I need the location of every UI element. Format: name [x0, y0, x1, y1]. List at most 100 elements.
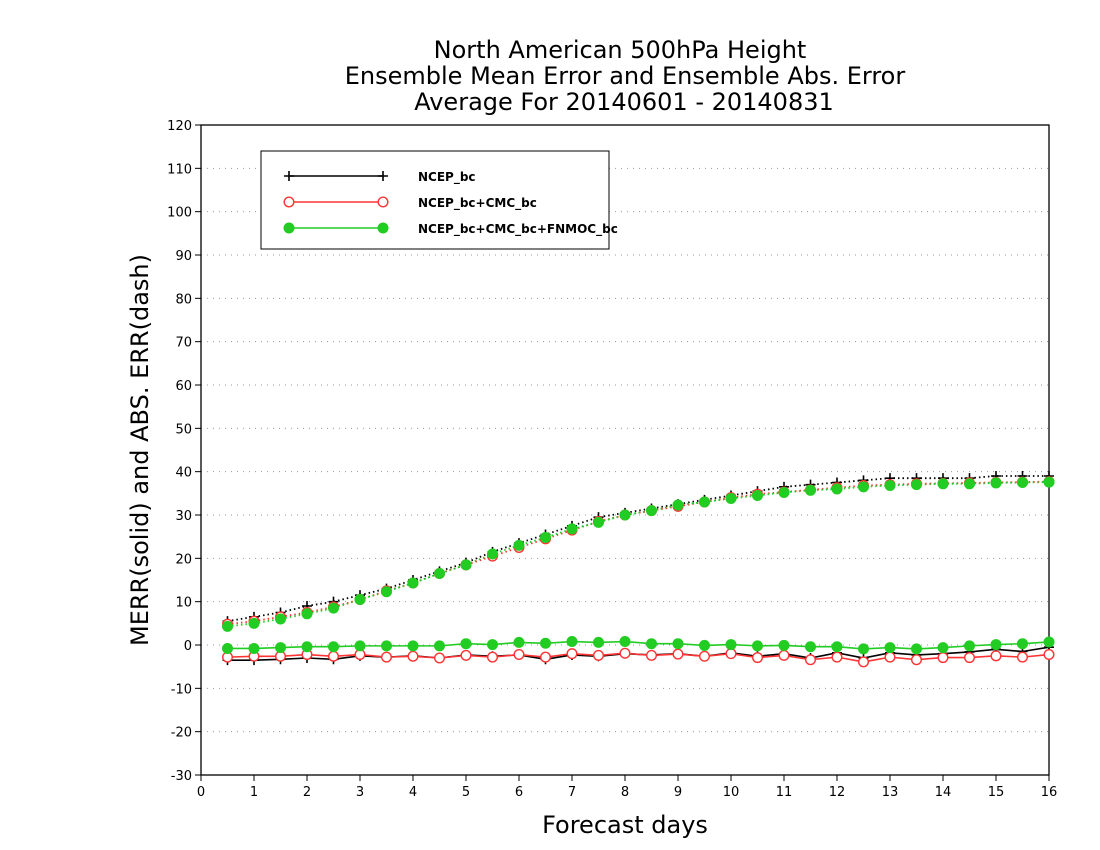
- abs-err-point: [672, 499, 684, 511]
- legend-label: NCEP_bc+CMC_bc: [418, 196, 537, 211]
- legend-marker: [377, 196, 389, 208]
- x-tick-label: 12: [829, 785, 846, 800]
- merr-point: [619, 647, 631, 659]
- legend-marker: [284, 171, 294, 181]
- merr-point: [328, 650, 340, 662]
- merr-point: [937, 652, 949, 664]
- legend-item: NCEP_bc+CMC_bc+FNMOC_bc: [283, 222, 618, 237]
- y-axis-label: MERR(solid) and ABS. ERR(dash): [126, 254, 154, 646]
- merr-point: [778, 649, 790, 661]
- abs-err-point: [1043, 476, 1055, 488]
- series-2: [221, 476, 1055, 668]
- abs-err-point: [805, 484, 816, 496]
- y-tick-label: -10: [171, 682, 192, 697]
- legend-box: [260, 150, 610, 250]
- merr-point: [566, 648, 578, 660]
- x-tick-label: 2: [303, 785, 311, 800]
- merr-point: [540, 637, 551, 649]
- abs-err-point: [513, 539, 525, 551]
- legend-item: NCEP_bc+CMC_bc: [283, 196, 537, 211]
- merr-point: [725, 648, 737, 660]
- x-tick-label: 9: [674, 785, 682, 800]
- y-tick-label: 20: [175, 552, 192, 567]
- merr-point: [248, 642, 260, 654]
- abs-err-point: [937, 478, 949, 490]
- x-axis-ticks: 0 1 2 3 4 5 6 7 8 9 10 11 12 13 14 15 16: [197, 775, 1057, 800]
- y-tick-label: 100: [167, 206, 192, 221]
- merr-point: [566, 636, 578, 648]
- merr-point: [990, 639, 1002, 651]
- x-tick-label: 14: [935, 785, 952, 800]
- merr-point: [778, 639, 790, 651]
- x-tick-label: 1: [250, 785, 258, 800]
- merr-point: [831, 651, 843, 663]
- merr-point: [672, 638, 684, 650]
- series-3: [222, 476, 1055, 655]
- merr-point: [540, 651, 552, 663]
- legend-label: NCEP_bc+CMC_bc+FNMOC_bc: [418, 222, 618, 237]
- legend-item: NCEP_bc: [284, 170, 476, 185]
- merr-point: [407, 650, 419, 662]
- merr-point: [434, 652, 446, 664]
- merr-point: [1017, 638, 1028, 650]
- x-tick-label: 16: [1041, 785, 1058, 800]
- abs-err-point: [381, 586, 392, 598]
- y-tick-label: 70: [175, 336, 192, 351]
- merr-point: [752, 640, 763, 652]
- x-tick-label: 7: [568, 785, 576, 800]
- merr-point: [858, 643, 869, 655]
- merr-point: [407, 640, 419, 652]
- y-tick-label: 10: [175, 596, 192, 611]
- abs-err-point: [911, 479, 922, 491]
- abs-err-point: [434, 568, 445, 579]
- y-tick-label: 60: [175, 379, 192, 394]
- merr-point: [381, 651, 393, 663]
- abs-err-point: [1017, 477, 1028, 488]
- merr-point: [911, 654, 923, 666]
- merr-point: [487, 639, 498, 651]
- abs-err-line: [227, 475, 1049, 623]
- abs-err-point: [540, 532, 551, 544]
- merr-line: [227, 640, 1050, 650]
- merr-point: [487, 651, 499, 663]
- merr-point: [593, 636, 604, 648]
- title-line-2: Ensemble Mean Error and Ensemble Abs. Er…: [345, 62, 906, 90]
- abs-err-point: [778, 486, 790, 498]
- merr-point: [275, 642, 286, 654]
- legend-marker: [283, 196, 295, 208]
- x-tick-label: 10: [723, 785, 740, 800]
- legend: NCEP_bc NCEP_bc+CMC_bc NCEP_bc+CMC_bc+FNMO…: [260, 150, 618, 250]
- y-tick-label: 90: [175, 249, 192, 264]
- merr-point: [222, 642, 233, 654]
- merr-point: [1043, 649, 1055, 661]
- title-line-1: North American 500hPa Height: [434, 36, 807, 64]
- y-tick-label: 30: [175, 509, 192, 524]
- series-1: [222, 471, 1054, 666]
- merr-point: [381, 640, 392, 652]
- abs-err-line: [227, 481, 1050, 628]
- merr-point: [699, 639, 710, 651]
- abs-err-point: [487, 548, 498, 560]
- merr-point: [619, 636, 631, 648]
- merr-point: [460, 638, 472, 650]
- y-tick-label: 50: [175, 422, 192, 437]
- y-tick-label: 120: [167, 119, 192, 134]
- merr-point: [699, 650, 711, 662]
- x-tick-label: 8: [621, 785, 629, 800]
- merr-point: [301, 641, 313, 653]
- abs-err-point: [725, 493, 737, 505]
- merr-point: [672, 648, 684, 660]
- abs-err-point: [752, 490, 763, 501]
- merr-point: [752, 652, 764, 664]
- merr-point: [937, 642, 949, 654]
- merr-point: [593, 649, 605, 661]
- y-tick-label: 0: [184, 639, 192, 654]
- merr-point: [434, 640, 445, 652]
- merr-point: [831, 641, 843, 653]
- merr-point: [805, 654, 817, 666]
- abs-err-point: [964, 478, 975, 490]
- abs-err-point: [990, 477, 1002, 489]
- x-tick-label: 13: [882, 785, 899, 800]
- legend-items: NCEP_bc NCEP_bc+CMC_bc NCEP_bc+CMC_bc+FNMO…: [283, 170, 618, 237]
- merr-point: [513, 636, 525, 648]
